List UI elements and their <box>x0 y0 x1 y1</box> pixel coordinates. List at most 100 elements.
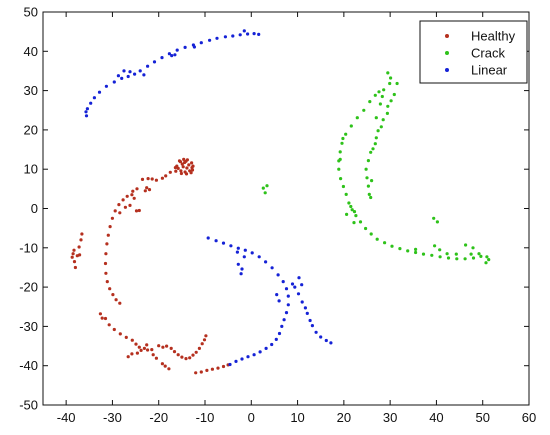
crack-point <box>367 192 371 196</box>
healthy-point <box>174 169 178 173</box>
healthy-point <box>160 176 164 180</box>
linear-point <box>84 114 89 118</box>
healthy-point <box>145 343 149 347</box>
y-tick-label: -10 <box>19 240 38 255</box>
y-tick-label: 50 <box>24 5 38 20</box>
healthy-point <box>80 232 84 236</box>
linear-point <box>175 48 179 52</box>
x-tick-label: 20 <box>337 410 351 425</box>
healthy-point <box>161 345 165 349</box>
linear-point <box>128 70 132 74</box>
x-tick-label: 40 <box>429 410 443 425</box>
healthy-point <box>108 225 112 229</box>
crack-point <box>386 71 390 75</box>
crack-point <box>344 132 348 136</box>
linear-point <box>310 324 314 328</box>
linear-point <box>252 31 256 36</box>
legend-label-healthy: Healthy <box>471 29 516 44</box>
legend-marker-healthy <box>445 34 449 38</box>
linear-point <box>250 251 254 255</box>
linear-point <box>258 350 262 354</box>
x-tick-label: -30 <box>103 410 122 425</box>
crack-point <box>386 104 390 108</box>
healthy-point <box>191 164 195 168</box>
linear-point <box>199 41 203 45</box>
linear-point <box>274 337 278 341</box>
healthy-point <box>135 187 139 191</box>
crack-point <box>338 150 342 154</box>
crack-point <box>364 167 368 171</box>
healthy-point <box>163 364 167 368</box>
crack-point <box>433 244 437 248</box>
linear-point <box>122 69 126 73</box>
healthy-point <box>112 327 116 332</box>
series-linear <box>84 29 333 367</box>
linear-point <box>319 335 323 339</box>
healthy-point <box>137 345 141 349</box>
healthy-point <box>71 252 75 256</box>
healthy-point <box>190 161 194 165</box>
crack-point <box>375 237 379 241</box>
crack-point <box>485 255 489 259</box>
linear-point <box>97 90 102 94</box>
linear-point <box>286 294 290 298</box>
healthy-point <box>105 242 109 246</box>
linear-point <box>142 73 146 77</box>
healthy-point <box>130 338 134 342</box>
crack-point <box>373 93 377 97</box>
crack-point <box>380 94 384 99</box>
healthy-point <box>200 342 204 346</box>
crack-point <box>369 150 373 154</box>
linear-point <box>290 282 295 286</box>
crack-point <box>395 81 399 86</box>
x-tick-label: 30 <box>383 410 397 425</box>
healthy-point <box>151 353 155 357</box>
crack-point <box>414 250 418 255</box>
healthy-point <box>140 177 145 181</box>
healthy-point <box>131 189 135 193</box>
healthy-point <box>176 166 180 170</box>
healthy-point <box>103 261 108 266</box>
healthy-point <box>132 196 136 200</box>
linear-point <box>240 267 244 271</box>
healthy-point <box>173 166 177 170</box>
healthy-point <box>191 353 195 357</box>
healthy-point <box>180 355 184 359</box>
healthy-point <box>79 238 83 242</box>
linear-point <box>126 74 130 79</box>
linear-point <box>297 276 301 280</box>
crack-point <box>366 184 370 188</box>
linear-point <box>120 76 124 80</box>
crack-point <box>378 102 382 106</box>
linear-point <box>89 101 93 105</box>
crack-point <box>349 204 353 209</box>
crack-point <box>454 252 458 256</box>
crack-point <box>487 258 491 262</box>
crack-point <box>352 210 357 214</box>
healthy-point <box>145 186 149 190</box>
linear-point <box>239 272 243 276</box>
healthy-point <box>154 356 158 360</box>
linear-point <box>215 36 219 40</box>
healthy-point <box>106 233 110 237</box>
crack-point <box>369 232 373 236</box>
healthy-point <box>169 346 173 350</box>
healthy-point <box>179 171 183 176</box>
linear-point <box>229 244 233 248</box>
crack-point <box>339 177 343 181</box>
crack-point <box>438 255 442 259</box>
crack-point <box>261 186 265 190</box>
crack-point <box>385 111 389 115</box>
healthy-point <box>114 298 118 302</box>
linear-point <box>314 330 318 334</box>
healthy-point <box>105 280 109 284</box>
healthy-point <box>204 334 208 338</box>
healthy-point <box>117 203 121 207</box>
healthy-point <box>70 255 74 259</box>
healthy-point <box>185 166 189 170</box>
healthy-point <box>134 342 138 346</box>
y-tick-label: -50 <box>19 398 38 413</box>
axis-ticks: -40 -30 -20 -10 0 10 20 30 40 50 60 -50 -40 -30 -20 -10… <box>19 5 536 426</box>
crack-point <box>381 118 385 122</box>
